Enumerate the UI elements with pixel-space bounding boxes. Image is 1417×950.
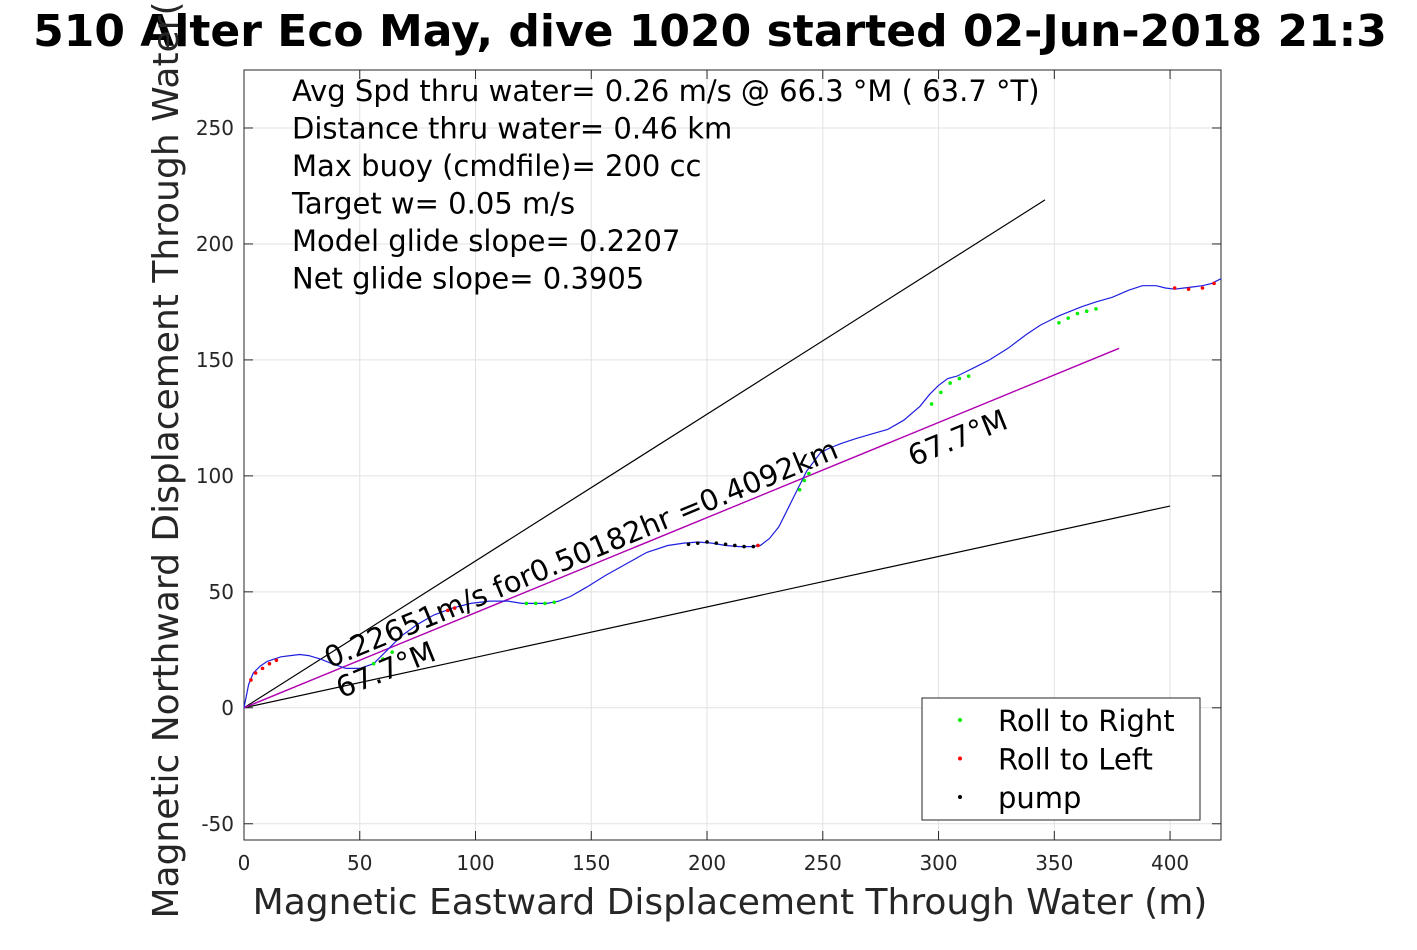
legend-label: Roll to Left (998, 743, 1153, 777)
roll-right-point (966, 374, 971, 378)
legend-marker (958, 756, 962, 761)
tick-label-x: 50 (347, 851, 372, 875)
lower-bound-line (243, 505, 1171, 709)
roll-right-point (552, 600, 557, 605)
roll-left-point (1212, 281, 1216, 286)
stats-line: Distance thru water= 0.46 km (292, 112, 732, 146)
legend: Roll to Right Roll to Left pump (921, 697, 1201, 821)
tick-label-y: 100 (196, 464, 234, 488)
tick-label-y: -50 (201, 812, 234, 836)
heading-label-far: 67.7°M (903, 403, 1012, 474)
stats-line: Model glide slope= 0.2207 (292, 224, 680, 258)
stats-line: Max buoy (cmdfile)= 200 cc (292, 149, 701, 183)
roll-right-point (939, 390, 943, 395)
roll-right-point (1075, 311, 1080, 316)
chart-title: 510 Alter Eco May, dive 1020 started 02-… (33, 6, 1387, 57)
stats-line: Net glide slope= 0.3905 (292, 262, 644, 296)
tick-label-y: 50 (209, 580, 234, 604)
roll-right-point (543, 601, 547, 606)
plot-area-border (243, 69, 1222, 841)
roll-right-point (390, 650, 394, 654)
stats-line: Target w= 0.05 m/s (291, 187, 575, 221)
roll-right-point (371, 661, 376, 666)
roll-left-point (253, 671, 258, 675)
roll-right-point (807, 471, 811, 476)
legend-items: Roll to Right Roll to Left pump (958, 704, 1175, 815)
roll-left-point (1186, 287, 1191, 291)
pump-point (733, 543, 737, 548)
roll-right-point (533, 601, 538, 606)
pump-point (714, 541, 719, 545)
roll-left-point (1200, 286, 1205, 290)
roll-right-point (929, 402, 934, 406)
roll-right-point (948, 381, 952, 385)
tick-label-x: 100 (456, 851, 494, 875)
stats-text-block: Avg Spd thru water= 0.26 m/s @ 66.3 °M (… (291, 74, 1040, 296)
series-layer (243, 199, 1222, 709)
tick-label-y: 200 (196, 232, 234, 256)
legend-label: pump (998, 781, 1081, 815)
tick-label-x: 400 (1151, 851, 1189, 875)
legend-box (921, 697, 1201, 821)
roll-left-point (756, 543, 760, 548)
roll-right-point (802, 478, 807, 483)
tick-label-y: 150 (196, 348, 234, 372)
tick-label-x: 200 (688, 851, 726, 875)
roll-right-point (381, 657, 385, 661)
x-axis-label: Magnetic Eastward Displacement Through W… (253, 882, 1208, 923)
roll-right-point (957, 376, 962, 381)
pump-point (695, 541, 700, 545)
tick-label-y: 250 (196, 116, 234, 140)
legend-label: Roll to Right (998, 704, 1175, 738)
roll-right-point (1084, 309, 1089, 314)
roll-left-point (260, 666, 265, 671)
roll-right-point (524, 601, 529, 606)
pump-point (705, 540, 709, 544)
stats-line: Avg Spd thru water= 0.26 m/s @ 66.3 °M (… (292, 74, 1040, 108)
pump-point (723, 542, 728, 547)
grid (243, 70, 1221, 840)
roll-right-point (1094, 307, 1098, 311)
legend-marker (958, 795, 962, 799)
roll-left-point (274, 658, 279, 663)
roll-left-point (267, 661, 272, 666)
roll-left-point (249, 678, 253, 682)
tick-label-x: 0 (238, 851, 251, 875)
axis-ticks: 0 50 100 150 200 250 300 350 400-500501001502002… (196, 70, 1221, 875)
tick-label-x: 150 (572, 851, 610, 875)
tick-label-x: 250 (804, 851, 842, 875)
roll-left-point (445, 608, 450, 613)
upper-bound-line (243, 199, 1046, 709)
y-axis-label: Magnetic Northward Displacement Through … (146, 1, 187, 918)
legend-marker (958, 718, 962, 722)
tick-label-y: 0 (221, 696, 234, 720)
roll-right-point (797, 487, 802, 492)
pump-point (742, 544, 746, 549)
pump-point (686, 542, 691, 547)
tick-label-x: 350 (1035, 851, 1073, 875)
tick-label-x: 300 (919, 851, 957, 875)
roll-right-point (1057, 321, 1061, 325)
roll-right-point (1066, 316, 1070, 320)
roll-left-point (452, 606, 457, 610)
glider-track-line (243, 278, 1222, 708)
roll-left-point (1172, 286, 1177, 290)
pump-point (751, 544, 756, 549)
net-track-label: 0.22651m/s for0.50182hr =0.4092km (319, 432, 842, 675)
